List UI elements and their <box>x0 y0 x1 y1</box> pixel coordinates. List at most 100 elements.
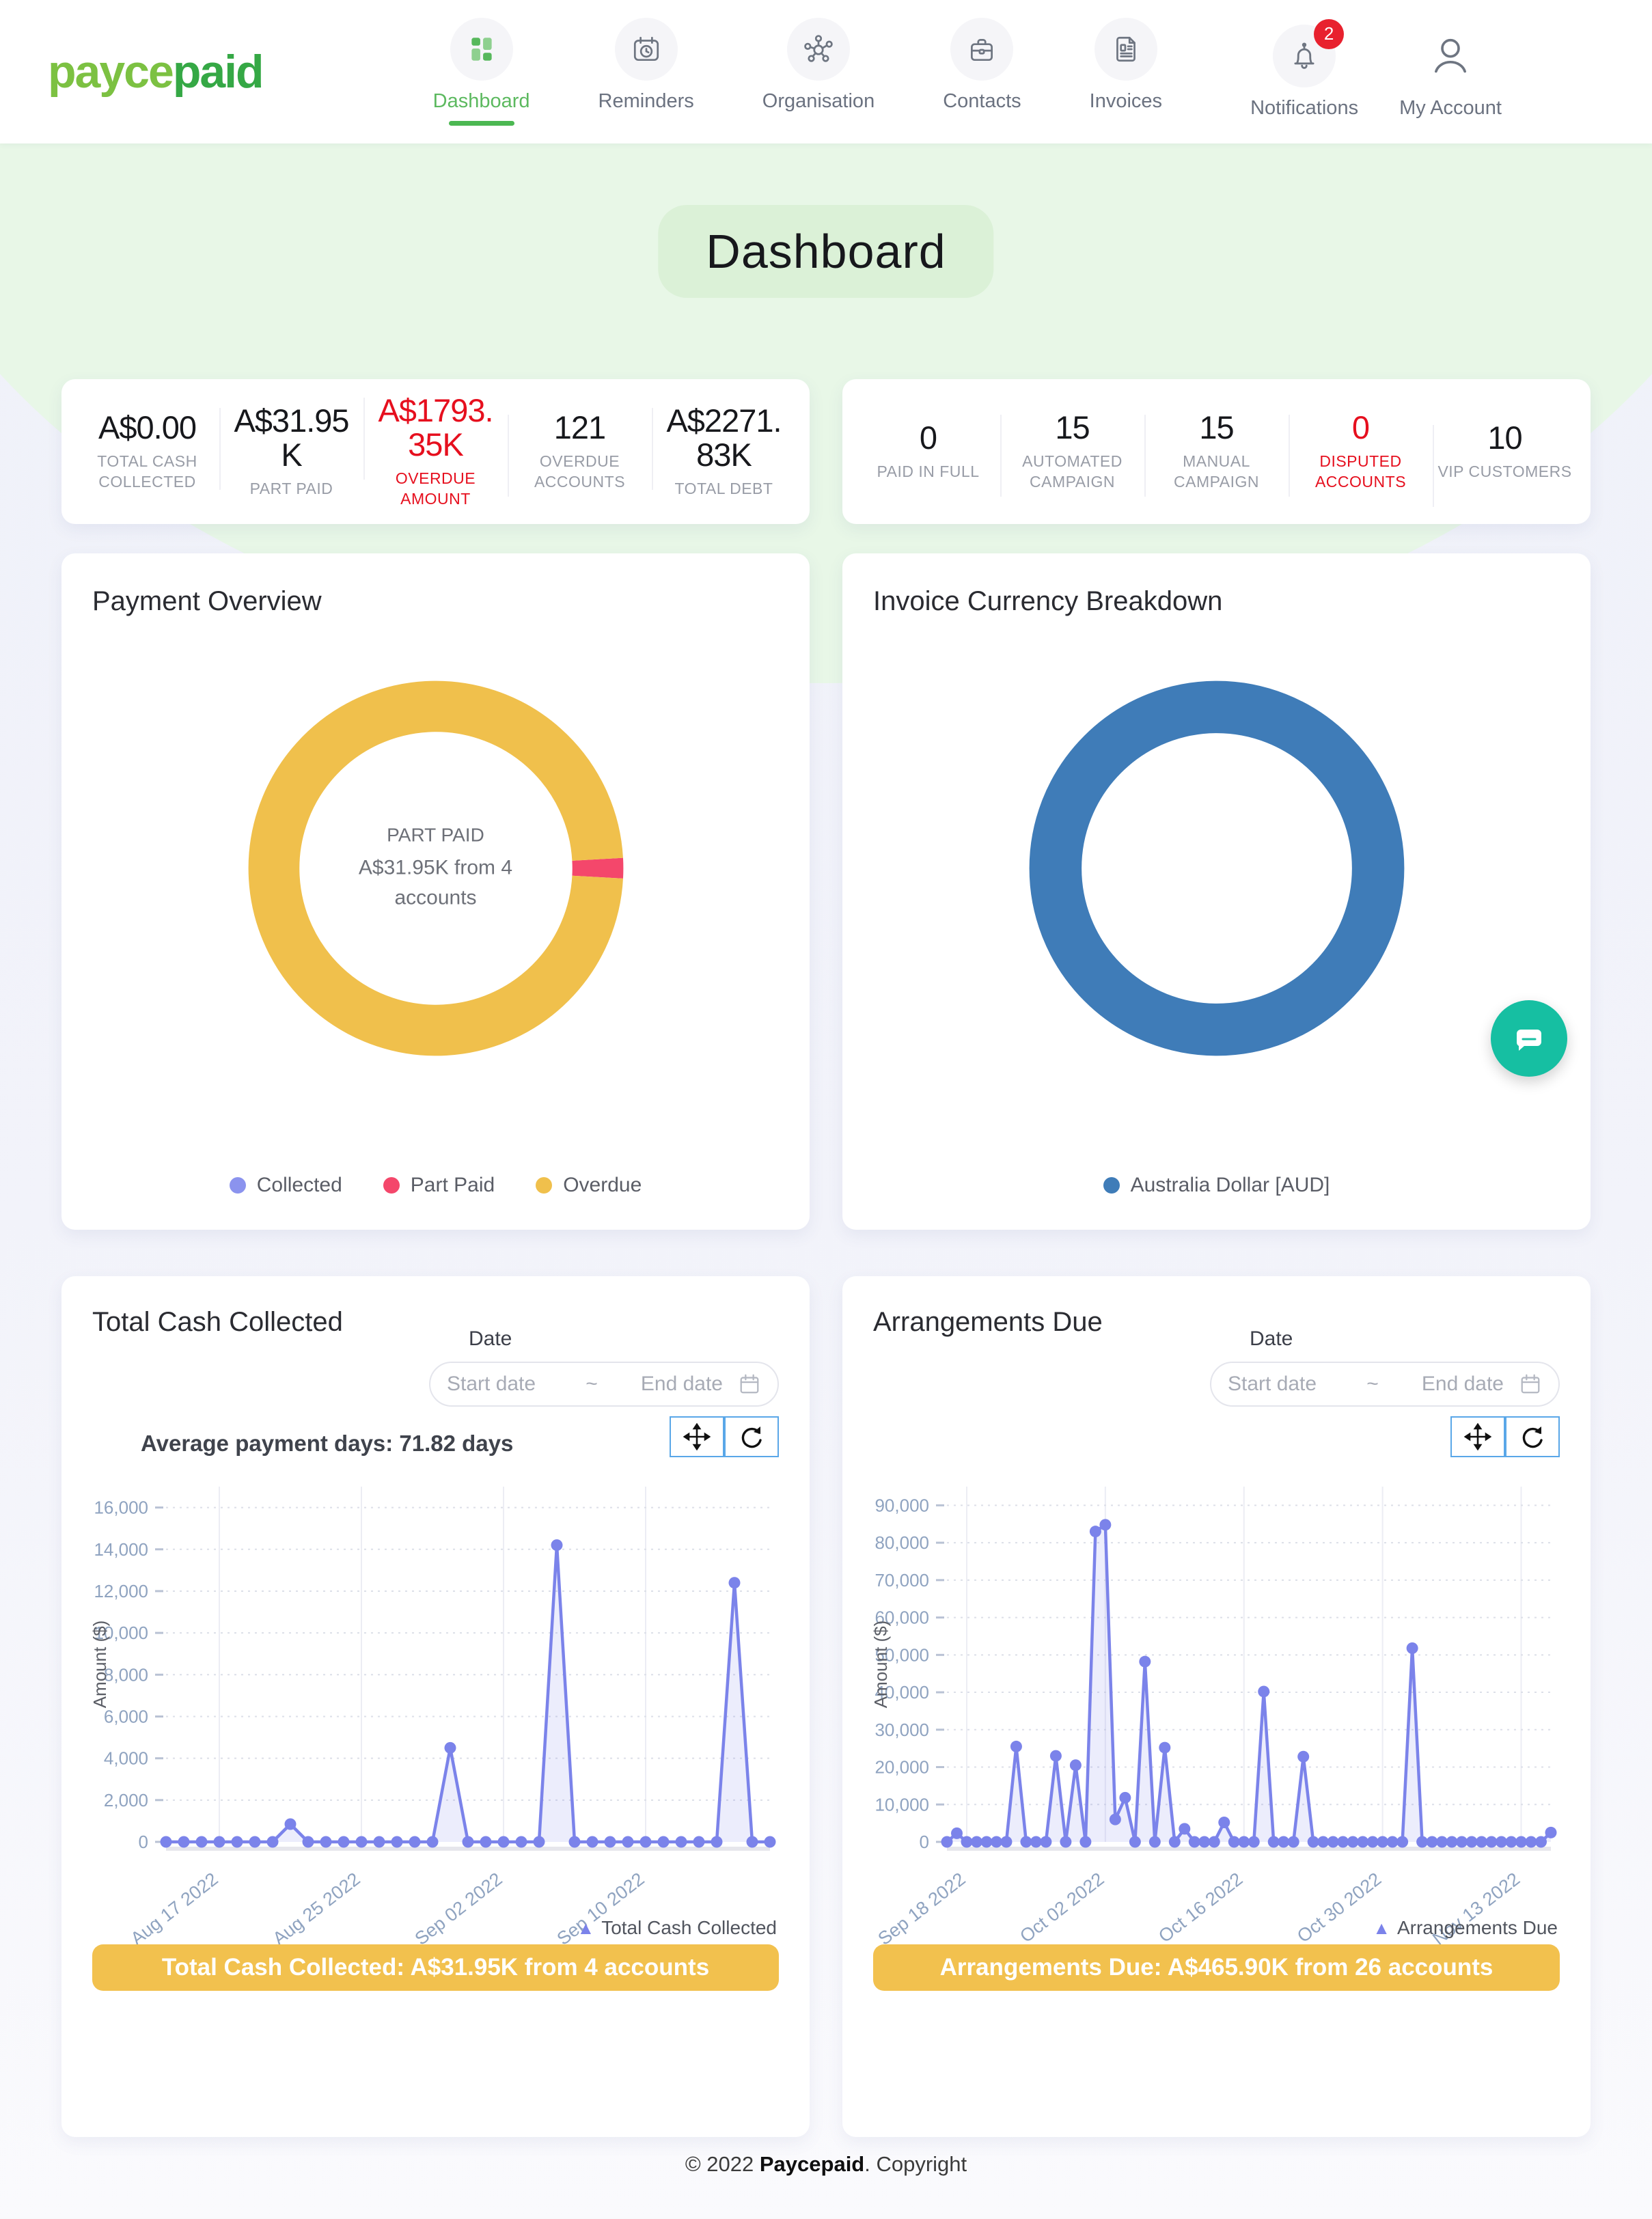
stat-paid-in-full: 0 PAID IN FULL <box>856 415 1000 488</box>
svg-text:10,000: 10,000 <box>94 1623 148 1643</box>
network-icon <box>786 18 850 81</box>
series-legend-label: Total Cash Collected <box>601 1917 777 1938</box>
copyright-prefix: © 2022 <box>685 2152 760 2176</box>
svg-text:8,000: 8,000 <box>104 1664 148 1685</box>
stat-part-paid: A$31.95K PART PAID <box>219 398 363 505</box>
reset-icon <box>741 1426 762 1448</box>
legend-label: Australia Dollar [AUD] <box>1130 1174 1330 1196</box>
stat-label: DISPUTED ACCOUNTS <box>1314 452 1407 491</box>
end-date-field[interactable]: End date <box>640 1373 723 1395</box>
bell-icon: 2 <box>1273 18 1345 87</box>
stat-label: TOTAL DEBT <box>674 479 773 497</box>
start-date-field[interactable]: Start date <box>1228 1373 1317 1395</box>
stat-label: PART PAID <box>249 479 333 497</box>
stat-label: VIP CUSTOMERS <box>1437 462 1572 480</box>
payment-overview-title: Payment Overview <box>92 586 322 616</box>
average-payment-days-annotation: Average payment days: 71.82 days <box>141 1431 514 1456</box>
stat-total-cash-collected: A$0.00 TOTAL CASH COLLECTED <box>75 405 219 498</box>
total-cash-collected-title: Total Cash Collected <box>92 1307 343 1337</box>
move-icon <box>683 1423 711 1450</box>
arrangements-due-series-legend[interactable]: ▲ Arrangements Due <box>1373 1917 1558 1939</box>
logo-part-1: payce <box>48 46 174 98</box>
date-filter-group: Date Start date ~ End date <box>429 1327 779 1407</box>
date-range-input[interactable]: Start date ~ End date <box>1210 1362 1560 1407</box>
total-cash-collected-card: Total Cash Collected Date Start date ~ E… <box>61 1276 810 2137</box>
arrangements-due-title: Arrangements Due <box>873 1307 1103 1337</box>
start-date-field[interactable]: Start date <box>447 1373 536 1395</box>
invoice-currency-donut-chart[interactable] <box>1025 677 1408 1060</box>
payment-overview-donut: PART PAID A$31.95K from 4 accounts <box>245 677 627 1060</box>
svg-text:16,000: 16,000 <box>94 1498 148 1518</box>
stat-label: TOTAL CASH COLLECTED <box>97 452 197 491</box>
total-cash-series-legend[interactable]: ▲ Total Cash Collected <box>577 1917 777 1939</box>
payment-overview-legend: Collected Part Paid Overdue <box>92 1174 779 1197</box>
donut-center-label: PART PAID A$31.95K from 4 accounts <box>330 825 542 913</box>
legend-item-collected[interactable]: Collected <box>229 1174 342 1197</box>
stat-value: A$1793.35K <box>378 392 493 463</box>
legend-item-aud[interactable]: Australia Dollar [AUD] <box>1103 1174 1330 1197</box>
stat-value: A$0.00 <box>98 409 197 446</box>
svg-text:20,000: 20,000 <box>875 1757 929 1778</box>
svg-text:10,000: 10,000 <box>875 1794 929 1815</box>
pan-tool-button[interactable] <box>1450 1416 1505 1457</box>
svg-text:14,000: 14,000 <box>94 1539 148 1560</box>
stat-value: A$31.95K <box>234 402 349 473</box>
svg-text:Oct 02 2022: Oct 02 2022 <box>1016 1869 1107 1944</box>
active-nav-underline <box>448 121 514 126</box>
svg-text:Oct 30 2022: Oct 30 2022 <box>1293 1869 1385 1944</box>
stat-overdue-amount: A$1793.35K OVERDUE AMOUNT <box>363 388 508 514</box>
legend-item-part-paid[interactable]: Part Paid <box>383 1174 495 1197</box>
invoice-currency-legend: Australia Dollar [AUD] <box>873 1174 1560 1197</box>
svg-text:4,000: 4,000 <box>104 1748 148 1769</box>
stat-automated-campaign: 15 AUTOMATED CAMPAIGN <box>1000 405 1144 498</box>
nav-item-dashboard[interactable]: Dashboard <box>433 18 530 126</box>
stat-manual-campaign: 15 MANUAL CAMPAIGN <box>1144 405 1289 498</box>
stat-value: 121 <box>553 409 606 446</box>
aud-legend-dot <box>1103 1177 1120 1194</box>
svg-text:Sep 18 2022: Sep 18 2022 <box>875 1869 969 1944</box>
notifications-label: Notifications <box>1250 96 1359 119</box>
nav-item-reminders[interactable]: Reminders <box>598 18 694 113</box>
notifications-button[interactable]: 2 Notifications <box>1250 18 1359 120</box>
svg-text:0: 0 <box>139 1832 148 1852</box>
pan-tool-button[interactable] <box>670 1416 724 1457</box>
paycepaid-logo[interactable]: paycepaid <box>48 45 264 98</box>
header-right-group: 2 Notifications My Account <box>1250 18 1604 120</box>
reset-zoom-button[interactable] <box>724 1416 779 1457</box>
arrangements-due-summary-bar: Arrangements Due: A$465.90K from 26 acco… <box>873 1944 1560 1991</box>
chat-widget-button[interactable] <box>1491 1000 1567 1077</box>
svg-text:70,000: 70,000 <box>875 1570 929 1590</box>
calendar-icon[interactable] <box>738 1373 761 1396</box>
payment-overview-donut-chart[interactable] <box>245 677 627 1060</box>
nav-item-contacts[interactable]: Contacts <box>943 18 1021 113</box>
reset-zoom-button[interactable] <box>1505 1416 1560 1457</box>
end-date-field[interactable]: End date <box>1421 1373 1504 1395</box>
legend-item-overdue[interactable]: Overdue <box>536 1174 642 1197</box>
notification-badge: 2 <box>1314 18 1345 49</box>
overdue-legend-dot <box>536 1177 553 1194</box>
triangle-marker-icon: ▲ <box>577 1917 595 1938</box>
svg-text:30,000: 30,000 <box>875 1720 929 1740</box>
svg-text:40,000: 40,000 <box>875 1682 929 1703</box>
stat-label: PAID IN FULL <box>877 462 980 480</box>
nav-item-organisation[interactable]: Organisation <box>762 18 875 113</box>
collected-legend-dot <box>229 1177 246 1194</box>
stat-value: 10 <box>1487 419 1522 456</box>
svg-text:Amount ($): Amount ($) <box>90 1621 110 1709</box>
total-cash-summary-bar: Total Cash Collected: A$31.95K from 4 ac… <box>92 1944 779 1991</box>
total-cash-collected-chart[interactable]: 0 2,000 4,000 6,000 8,000 10,000 12,000 14,000 1… <box>85 1466 782 1944</box>
series-legend-label: Arrangements Due <box>1396 1917 1558 1938</box>
chart-toolbar <box>1450 1416 1560 1457</box>
my-account-button[interactable]: My Account <box>1399 25 1502 120</box>
my-account-label: My Account <box>1399 96 1502 119</box>
top-navigation-bar: paycepaid Dashboard R <box>0 0 1652 143</box>
nav-label-reminders: Reminders <box>598 90 694 112</box>
copyright-suffix: . Copyright <box>864 2152 967 2176</box>
nav-item-invoices[interactable]: Invoices <box>1090 18 1162 113</box>
stat-value: 15 <box>1055 409 1090 446</box>
date-range-input[interactable]: Start date ~ End date <box>429 1362 779 1407</box>
payment-overview-card: Payment Overview PART PAID A$31.95K from… <box>61 553 810 1230</box>
arrangements-due-chart[interactable]: 0 10,000 20,000 30,000 40,000 50,000 60,000 70,… <box>866 1466 1563 1944</box>
calendar-icon[interactable] <box>1519 1373 1542 1396</box>
stat-label: OVERDUE AMOUNT <box>395 469 476 508</box>
